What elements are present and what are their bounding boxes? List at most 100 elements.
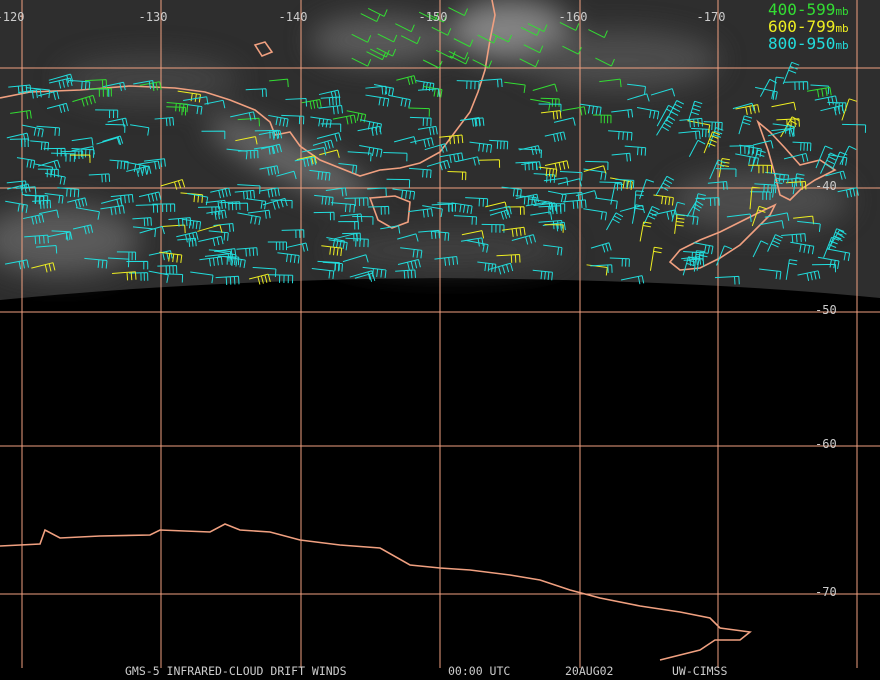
wind-barb	[30, 140, 50, 151]
wind-barb	[815, 145, 833, 169]
wind-barb	[455, 156, 480, 166]
wind-barb	[583, 208, 607, 221]
wind-barb	[25, 87, 51, 99]
wind-barb	[492, 33, 512, 43]
wind-barb	[6, 132, 30, 142]
wind-barb	[376, 47, 397, 57]
wind-barb	[320, 96, 341, 106]
wind-barb	[579, 103, 602, 116]
wind-barbs	[4, 7, 867, 286]
wind-barb	[650, 88, 676, 97]
wind-barb	[70, 154, 91, 163]
wind-barb	[72, 224, 94, 235]
footer-text: 00:00 UTC	[448, 664, 510, 678]
wind-barb	[367, 205, 390, 215]
wind-barb	[422, 59, 443, 69]
wind-barb	[268, 114, 289, 128]
wind-barb	[351, 57, 372, 67]
wind-barb	[764, 212, 790, 221]
wind-barb	[347, 151, 372, 162]
wind-barb	[400, 35, 421, 45]
wind-barb	[332, 114, 357, 125]
new-zealand-south	[668, 203, 777, 271]
wind-barb	[765, 171, 790, 184]
wind-barb	[619, 204, 645, 214]
wind-barb	[716, 245, 732, 266]
wind-barb	[656, 115, 676, 136]
wind-barb	[496, 254, 521, 263]
wind-barb	[430, 230, 450, 241]
wind-barb	[281, 229, 305, 239]
wind-barb	[51, 152, 76, 162]
wind-barb	[501, 226, 526, 237]
wind-barb	[682, 256, 697, 276]
wind-barb	[354, 272, 376, 282]
wind-barb	[693, 242, 714, 255]
wind-barb	[592, 114, 612, 124]
wind-barb	[784, 81, 809, 91]
wind-barb	[620, 275, 645, 285]
wind-barb	[460, 117, 485, 127]
wind-barb	[276, 170, 297, 180]
wind-barb	[759, 268, 782, 280]
wind-barb	[205, 199, 227, 210]
wind-barb	[511, 234, 536, 245]
wind-barb	[639, 221, 652, 242]
wind-barb	[431, 26, 452, 36]
wind-barb	[318, 89, 341, 100]
wind-barb	[749, 186, 761, 210]
wind-barb	[415, 80, 435, 92]
wind-barb	[708, 127, 724, 148]
wind-barb	[397, 233, 419, 242]
wind-barb	[260, 143, 282, 154]
wind-barb	[643, 205, 660, 225]
footer-text: GMS-5 INFRARED-CLOUD DRIFT WINDS	[125, 664, 347, 678]
wind-barb	[754, 183, 777, 194]
wind-barb	[102, 135, 124, 145]
wind-barb	[417, 125, 438, 136]
wind-barb	[409, 167, 432, 179]
wind-barb	[639, 179, 655, 200]
wind-barb	[32, 199, 52, 209]
wind-barb	[84, 79, 108, 88]
wind-barb	[447, 171, 467, 181]
wind-barb	[309, 169, 331, 181]
wind-barb	[181, 218, 202, 230]
legend-range: 600-799	[768, 17, 835, 36]
wind-barb	[44, 193, 64, 204]
wind-barb	[318, 104, 343, 115]
wind-barb	[311, 267, 335, 279]
wind-barb	[258, 129, 283, 140]
wind-barb	[553, 117, 576, 126]
wind-barb	[95, 109, 119, 119]
wind-barb	[22, 194, 45, 205]
wind-barb	[163, 273, 184, 283]
wind-barb	[321, 245, 343, 257]
wind-barb	[785, 181, 807, 190]
wind-barb	[504, 81, 526, 93]
wind-barb	[530, 211, 553, 220]
wind-barb	[386, 178, 411, 188]
wind-barb	[817, 256, 840, 269]
wind-barb	[562, 199, 587, 209]
wind-barb	[177, 90, 201, 103]
wind-barb	[152, 203, 176, 213]
wind-barb	[797, 270, 821, 282]
wind-barb	[823, 236, 840, 258]
wind-barb	[215, 275, 240, 286]
wind-barb	[422, 205, 443, 217]
wind-barb	[236, 247, 258, 257]
legend-range: 400-599	[768, 0, 835, 19]
wind-barb	[301, 98, 322, 110]
footer-text: UW-CIMSS	[672, 664, 727, 678]
legend-entry: 400-599mb	[768, 0, 849, 19]
wind-barb	[515, 161, 538, 171]
wind-barb	[157, 264, 178, 274]
wind-barb	[43, 147, 66, 157]
wind-barb	[469, 141, 493, 153]
wind-barb	[585, 160, 609, 171]
wind-barb	[453, 215, 477, 225]
wind-barb	[37, 168, 59, 178]
wind-barb	[466, 240, 489, 253]
